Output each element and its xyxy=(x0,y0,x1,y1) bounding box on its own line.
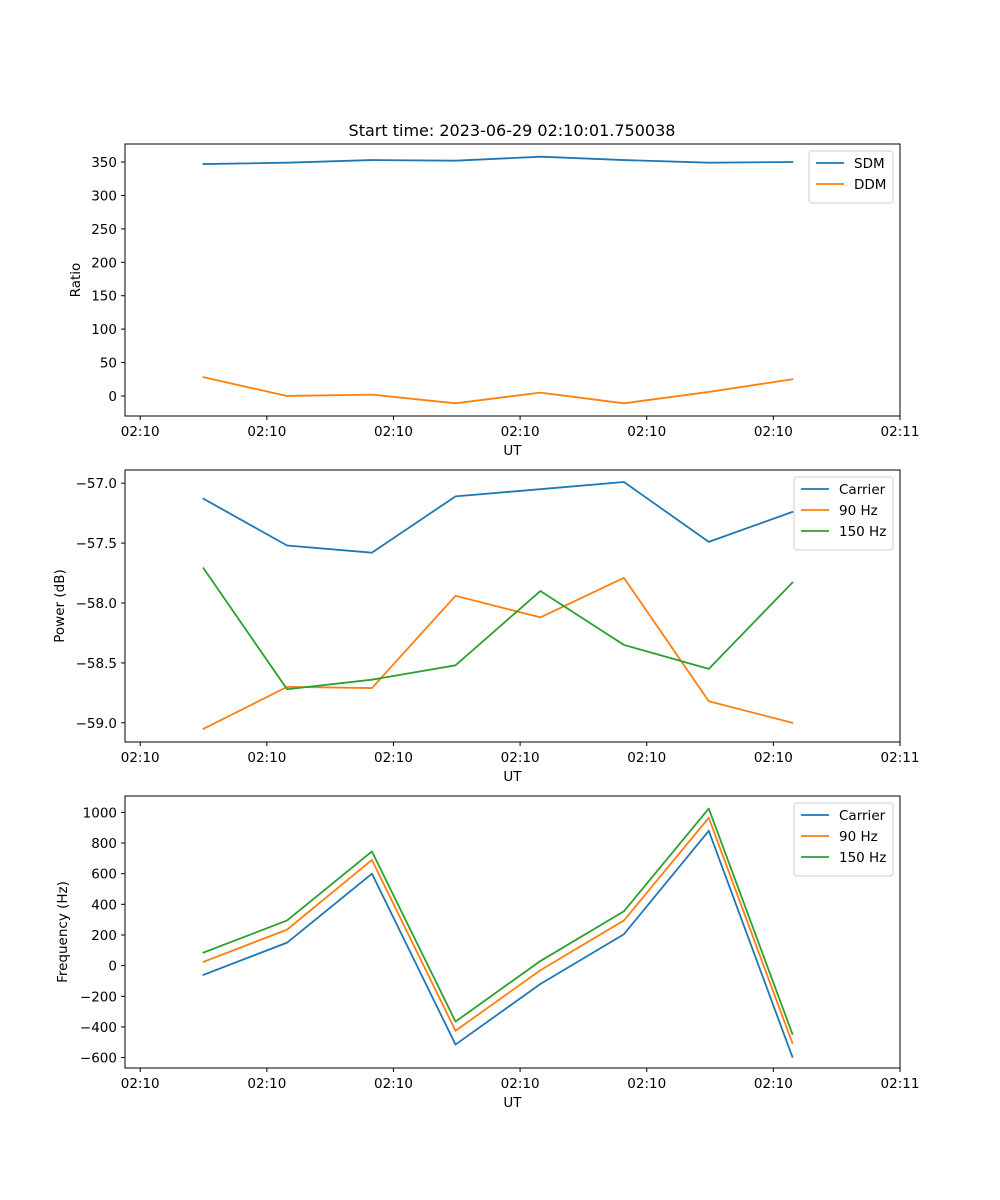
y-tick-label: 200 xyxy=(91,255,117,271)
x-tick-label: 02:10 xyxy=(374,750,413,766)
x-tick-label: 02:10 xyxy=(121,750,160,766)
x-tick-label: 02:11 xyxy=(881,750,920,766)
legend: Carrier 90 Hz 150 Hz xyxy=(793,476,894,551)
y-tick-label: −57.5 xyxy=(76,536,117,552)
y-tick-label: 600 xyxy=(91,867,117,883)
x-tick-label: 02:10 xyxy=(121,424,160,440)
plot-frame xyxy=(124,795,901,1069)
y-axis-label: Frequency (Hz) xyxy=(55,881,71,983)
x-tick-label: 02:10 xyxy=(374,1076,413,1092)
legend-label: Carrier xyxy=(839,482,886,498)
panel-1: 02:10 02:10 02:10 02:10 02:10 02:10 02:11 0 50 10… xyxy=(68,143,920,459)
y-tick-label: 50 xyxy=(100,356,117,372)
x-tick-label: 02:10 xyxy=(501,424,540,440)
plot-frame xyxy=(124,143,901,417)
x-tick-label: 02:11 xyxy=(881,424,920,440)
x-tick-label: 02:10 xyxy=(501,1076,540,1092)
y-tick-label: −58.5 xyxy=(76,656,117,672)
y-tick-label: 150 xyxy=(91,289,117,305)
series-line-90-hz xyxy=(202,816,794,1045)
legend-label: 150 Hz xyxy=(839,524,886,540)
y-tick-label: −600 xyxy=(80,1051,117,1067)
x-axis-label: UT xyxy=(503,1095,522,1111)
y-tick-label: −57.0 xyxy=(76,476,117,492)
y-axis-label: Power (dB) xyxy=(52,569,68,642)
y-tick-label: 0 xyxy=(108,959,117,975)
series-line-ddm xyxy=(202,376,794,405)
y-tick-label: 200 xyxy=(91,928,117,944)
figure-title: Start time: 2023-06-29 02:10:01.750038 xyxy=(349,121,676,140)
x-tick-label: 02:11 xyxy=(881,1076,920,1092)
x-tick-label: 02:10 xyxy=(627,1076,666,1092)
x-axis-label: UT xyxy=(503,443,522,459)
legend-label: SDM xyxy=(854,156,885,172)
y-tick-label: −58.0 xyxy=(76,596,117,612)
y-axis-label: Ratio xyxy=(68,263,84,298)
y-tick-label: 1000 xyxy=(83,805,117,821)
y-tick-label: −400 xyxy=(80,1020,117,1036)
x-tick-label: 02:10 xyxy=(247,750,286,766)
series-line-sdm xyxy=(202,155,794,165)
legend-label: 90 Hz xyxy=(839,829,878,845)
x-tick-label: 02:10 xyxy=(754,750,793,766)
series-line-carrier xyxy=(202,481,794,554)
x-axis-label: UT xyxy=(503,769,522,785)
panel-3: 02:10 02:10 02:10 02:10 02:10 02:10 02:11 −600 −… xyxy=(55,795,920,1111)
legend-label: 90 Hz xyxy=(839,503,878,519)
y-tick-label: −59.0 xyxy=(76,716,117,732)
series-line-150-hz xyxy=(202,807,794,1035)
y-tick-label: −200 xyxy=(80,989,117,1005)
series-line-150-hz xyxy=(202,567,794,691)
panel-2: 02:10 02:10 02:10 02:10 02:10 02:10 02:11 −57.0… xyxy=(52,469,920,785)
panels: 02:10 02:10 02:10 02:10 02:10 02:10 02:11 0 50 10… xyxy=(52,143,920,1111)
legend: SDM DDM xyxy=(808,150,894,204)
x-tick-label: 02:10 xyxy=(247,424,286,440)
x-tick-label: 02:10 xyxy=(754,424,793,440)
x-tick-label: 02:10 xyxy=(501,750,540,766)
x-tick-label: 02:10 xyxy=(627,424,666,440)
x-tick-label: 02:10 xyxy=(121,1076,160,1092)
legend-box xyxy=(808,150,894,204)
legend-label: DDM xyxy=(854,177,886,193)
legend-label: 150 Hz xyxy=(839,850,886,866)
y-tick-label: 0 xyxy=(108,389,117,405)
y-tick-label: 100 xyxy=(91,322,117,338)
x-tick-label: 02:10 xyxy=(627,750,666,766)
legend: Carrier 90 Hz 150 Hz xyxy=(793,802,894,877)
series-line-carrier xyxy=(202,829,794,1058)
y-tick-label: 250 xyxy=(91,222,117,238)
plot-frame xyxy=(124,469,901,743)
y-tick-label: 300 xyxy=(91,188,117,204)
x-tick-label: 02:10 xyxy=(374,424,413,440)
x-tick-label: 02:10 xyxy=(754,1076,793,1092)
y-tick-label: 800 xyxy=(91,836,117,852)
y-tick-label: 350 xyxy=(91,155,117,171)
legend-label: Carrier xyxy=(839,808,886,824)
y-tick-label: 400 xyxy=(91,897,117,913)
x-tick-label: 02:10 xyxy=(247,1076,286,1092)
